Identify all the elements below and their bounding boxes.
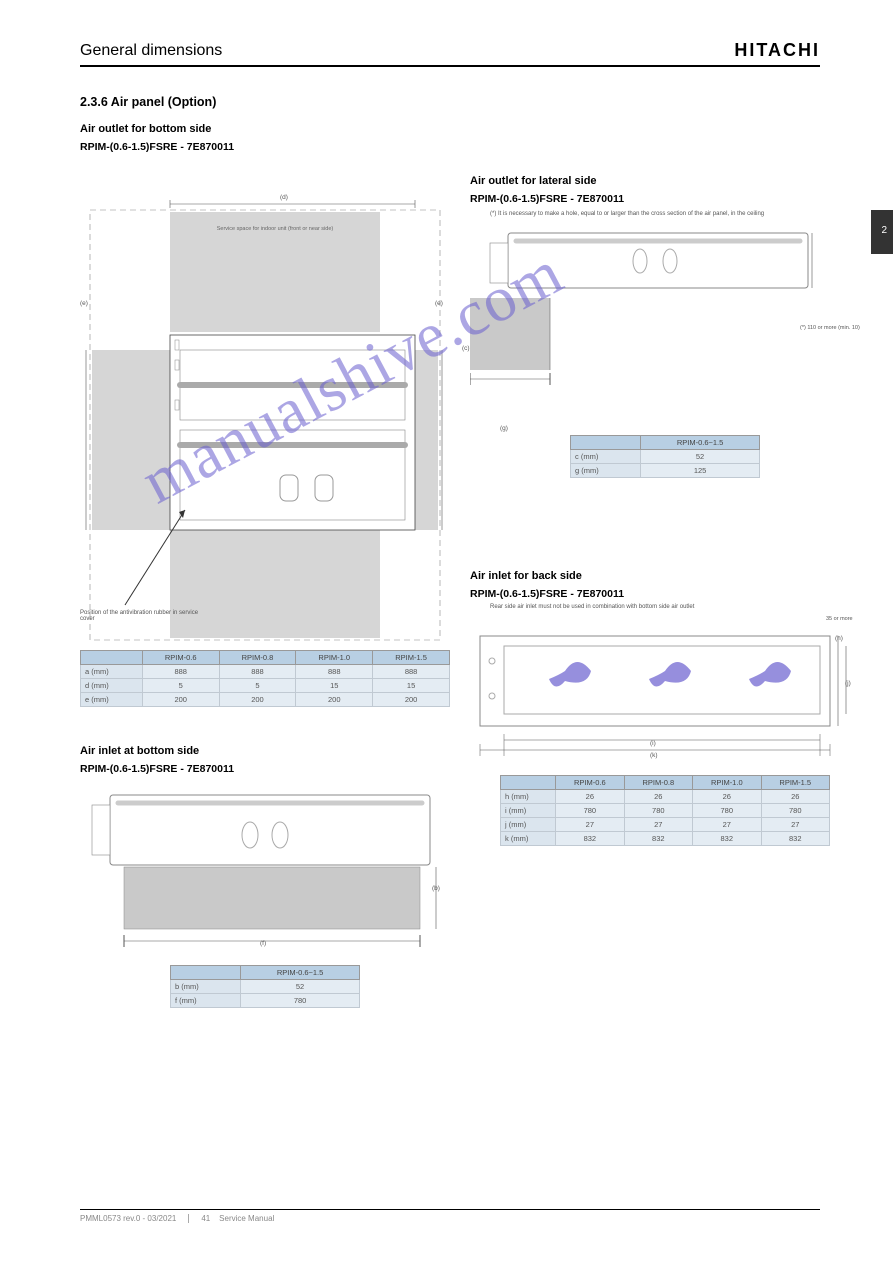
table-b: RPIM-0.6~1.5 b (mm)52f (mm)780 bbox=[170, 965, 360, 1008]
model-range-d: RPIM-(0.6-1.5)FSRE - 7E870011 bbox=[470, 588, 850, 600]
table-d: RPIM-0.6RPIM-0.8RPIM-1.0RPIM-1.5 h (mm)2… bbox=[500, 775, 830, 846]
subsection-3: Air inlet for back side bbox=[470, 570, 850, 582]
subsection-1: Air outlet for bottom side bbox=[80, 123, 820, 135]
page-header: General dimensions HITACHI bbox=[80, 40, 820, 67]
diagram-c-note: (*) It is necessary to make a hole, equa… bbox=[490, 211, 800, 217]
chapter-tab-number: 2 bbox=[881, 225, 887, 236]
table-a: RPIM-0.6RPIM-0.8RPIM-1.0RPIM-1.5 a (mm)8… bbox=[80, 650, 450, 707]
diagram-d bbox=[470, 616, 850, 766]
dim-i: (i) bbox=[650, 740, 656, 747]
diagram-a-top-note: Service space for indoor unit (front or … bbox=[175, 226, 375, 232]
diagram-a-callout: Position of the antivibration rubber in … bbox=[80, 610, 200, 622]
dim-k: (k) bbox=[650, 752, 658, 759]
table-c: RPIM-0.6~1.5 c (mm)52g (mm)125 bbox=[570, 435, 760, 478]
section-title: 2.3.6 Air panel (Option) bbox=[80, 95, 820, 109]
dim-c: (c) bbox=[462, 345, 470, 352]
footer-pageno: 41 bbox=[201, 1214, 210, 1223]
subsection-2: Air outlet for lateral side bbox=[470, 175, 820, 187]
brand-logo: HITACHI bbox=[734, 40, 820, 61]
dim-d: (d) bbox=[280, 194, 288, 201]
dim-e1: (e) bbox=[80, 300, 88, 307]
dim-j: (j) bbox=[845, 680, 851, 687]
dim-c-right: (*) 110 or more (min. 10) bbox=[800, 325, 860, 331]
diagram-d-note: Rear side air inlet must not be used in … bbox=[490, 604, 810, 610]
footer-ref: PMML0573 rev.0 - 03/2021 bbox=[80, 1214, 189, 1223]
page-footer: PMML0573 rev.0 - 03/2021 41 Service Manu… bbox=[80, 1209, 820, 1223]
model-range: RPIM-(0.6-1.5)FSRE - 7E870011 bbox=[80, 141, 820, 153]
header-subtitle: General dimensions bbox=[80, 42, 222, 60]
diagram-a bbox=[80, 200, 450, 710]
dim-f: (f) bbox=[260, 940, 266, 947]
footer-desc: Service Manual bbox=[219, 1214, 274, 1223]
model-range-c: RPIM-(0.6-1.5)FSRE - 7E870011 bbox=[470, 193, 820, 205]
dim-g: (g) bbox=[500, 425, 508, 432]
dim-b: (b) bbox=[432, 885, 440, 892]
dim-h: (h) bbox=[835, 635, 843, 642]
model-range-b: RPIM-(0.6-1.5)FSRE - 7E870011 bbox=[80, 763, 450, 775]
subsection-4: Air inlet at bottom side bbox=[80, 745, 450, 757]
diagram-c bbox=[470, 223, 820, 403]
dim-e2: (e) bbox=[435, 300, 443, 307]
dim-d-right: 35 or more bbox=[826, 616, 872, 622]
